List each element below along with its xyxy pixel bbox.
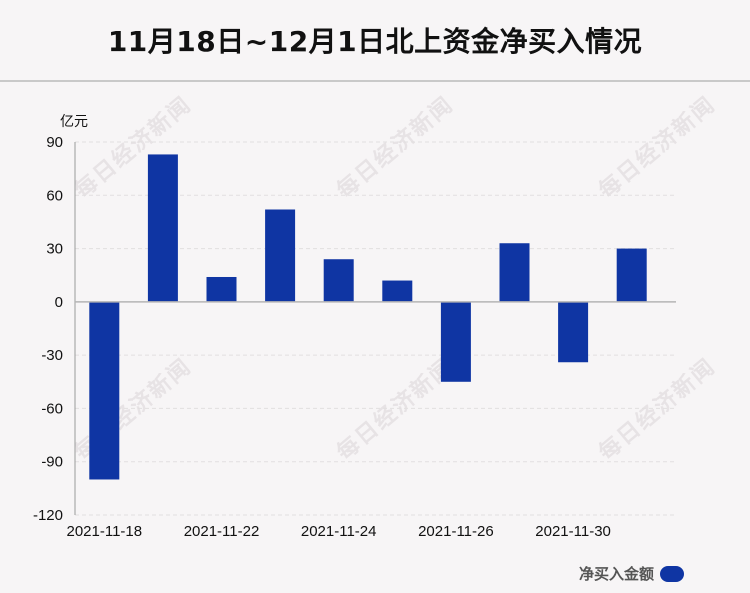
title-divider bbox=[0, 80, 750, 82]
legend-swatch bbox=[660, 565, 684, 582]
bar-2021-11-29 bbox=[499, 243, 530, 302]
chart-title: 11月18日~12月1日北上资金净买入情况 bbox=[107, 25, 643, 58]
bar-2021-11-25 bbox=[382, 280, 413, 302]
legend-label: 净买入金额 bbox=[578, 565, 654, 583]
y-tick-label: 90 bbox=[46, 134, 63, 151]
y-tick-label: 0 bbox=[55, 294, 63, 311]
y-tick-label: -90 bbox=[41, 454, 63, 471]
y-tick-label: -30 bbox=[41, 347, 63, 364]
y-tick-label: 60 bbox=[46, 187, 63, 204]
x-tick-label: 2021-11-26 bbox=[418, 523, 494, 540]
title-bar: 11月18日~12月1日北上资金净买入情况 bbox=[0, 0, 750, 80]
x-tick-label: 2021-11-18 bbox=[66, 523, 142, 540]
y-tick-label: -120 bbox=[33, 507, 63, 524]
legend: 净买入金额 bbox=[579, 563, 684, 584]
bars bbox=[89, 154, 647, 480]
bar-2021-11-23 bbox=[265, 209, 296, 302]
y-axis-unit-label: 亿元 bbox=[60, 113, 88, 129]
bar-2021-11-19 bbox=[147, 154, 178, 302]
bar-2021-12-01 bbox=[616, 248, 647, 302]
y-tick-label: 30 bbox=[46, 241, 63, 258]
x-axis-ticks: 2021-11-18 2021-11-22 2021-11-24 2021-11-26… bbox=[66, 523, 610, 540]
bar-2021-11-30 bbox=[558, 301, 589, 363]
bar-2021-11-24 bbox=[323, 259, 354, 302]
bar-2021-11-22 bbox=[206, 276, 237, 302]
y-tick-label: -60 bbox=[41, 400, 63, 417]
x-tick-label: 2021-11-22 bbox=[184, 523, 260, 540]
x-tick-label: 2021-11-24 bbox=[301, 523, 377, 540]
bar-2021-11-18 bbox=[89, 301, 120, 480]
bar-2021-11-26 bbox=[440, 301, 471, 382]
y-axis-ticks: 90 60 30 0 -30 -60 -90 -120 bbox=[33, 134, 63, 524]
x-tick-label: 2021-11-30 bbox=[535, 523, 611, 540]
